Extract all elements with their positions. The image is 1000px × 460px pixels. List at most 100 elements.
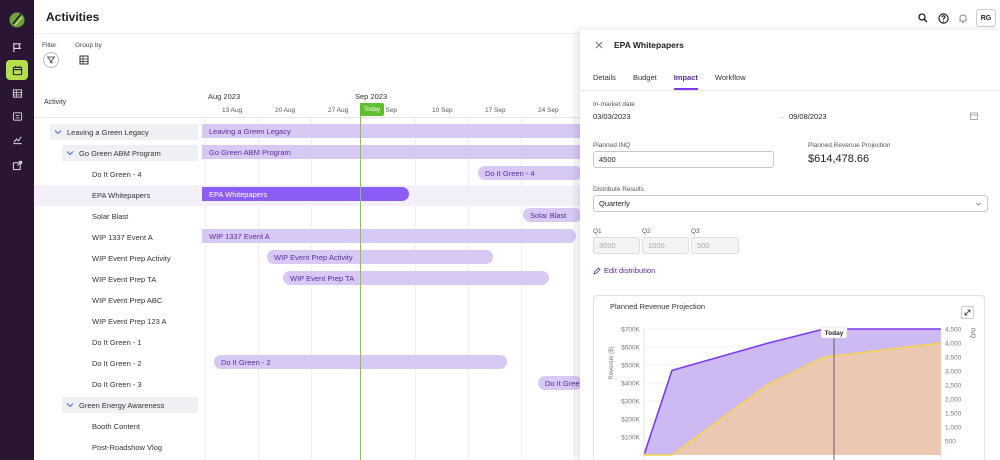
group-row-bg: [62, 145, 198, 161]
date-arrow-icon: →: [777, 112, 785, 121]
search-icon[interactable]: [916, 11, 930, 25]
y2-tick-label: 4,500: [945, 327, 962, 334]
row-label[interactable]: Do It Green - 1: [92, 338, 142, 347]
external-link-icon[interactable]: [6, 155, 28, 175]
gantt-bar[interactable]: EPA Whitepapers: [202, 187, 409, 201]
row-label[interactable]: Booth Content: [92, 422, 140, 431]
grid-line: [311, 118, 312, 460]
avatar[interactable]: RG: [976, 9, 996, 27]
grid-line: [258, 118, 259, 460]
gantt-bar[interactable]: Do It Green: [538, 376, 582, 390]
week-label: 3 Sep: [380, 107, 397, 114]
row-label[interactable]: Go Green ABM Program: [79, 149, 161, 158]
y2-tick-label: 500: [945, 439, 956, 446]
tab-impact[interactable]: Impact: [673, 73, 698, 90]
gantt-bar[interactable]: Leaving a Green Legacy: [202, 124, 582, 138]
planned-inq-input[interactable]: 4500: [593, 151, 774, 168]
edit-distribution-link[interactable]: Edit distribution: [593, 266, 655, 275]
row-label[interactable]: WIP Event Prep 123 A: [92, 317, 167, 326]
gantt-bar[interactable]: Go Green ABM Program: [202, 145, 582, 159]
row-label[interactable]: Do It Green - 4: [92, 170, 142, 179]
row-label[interactable]: Do It Green - 3: [92, 380, 142, 389]
grid-line: [574, 118, 575, 460]
chart-today-label: Today: [825, 330, 844, 337]
revenue-projection-chart: $700K $600K $500K $400K $300K $200K $100K 4,500…: [609, 326, 975, 460]
row-label[interactable]: Leaving a Green Legacy: [67, 128, 149, 137]
y2-tick-label: 3,500: [945, 355, 962, 362]
week-label: 24 Sep: [538, 107, 559, 114]
close-icon[interactable]: [594, 40, 604, 50]
gantt-bar[interactable]: Do It Green - 4: [478, 166, 582, 180]
y-tick-label: $600K: [621, 345, 640, 352]
grid-header-divider: [34, 117, 1000, 118]
week-label: 17 Sep: [485, 107, 506, 114]
top-toolbar: RG: [916, 9, 996, 27]
bell-icon[interactable]: [956, 11, 970, 25]
month-label: Sep 2023: [355, 92, 388, 101]
group-row-bg: [62, 397, 198, 413]
row-label[interactable]: WIP Event Prep Activity: [92, 254, 171, 263]
group-by-button[interactable]: [76, 52, 92, 68]
y-tick-label: $200K: [621, 417, 640, 424]
gantt-bar[interactable]: WIP 1337 Event A: [202, 229, 576, 243]
gantt-bar[interactable]: WIP Event Prep Activity: [267, 250, 493, 264]
gantt-bar[interactable]: WIP Event Prep TA: [283, 271, 549, 285]
planned-inq-label: Planned INQ: [593, 142, 631, 149]
distribute-results-label: Distribute Results: [593, 186, 644, 193]
left-nav-rail: [0, 0, 34, 460]
y-tick-label: $500K: [621, 363, 640, 370]
quarter-input: 500: [691, 237, 739, 254]
series-line-inq: [644, 342, 942, 456]
row-label[interactable]: WIP Event Prep TA: [92, 275, 157, 284]
start-date-field[interactable]: 03/03/2023: [593, 112, 631, 121]
analytics-icon[interactable]: [6, 129, 28, 149]
y2-tick-label: 4,000: [945, 341, 962, 348]
series-area-inq: [672, 343, 941, 455]
end-date-field[interactable]: 09/08/2023: [789, 112, 827, 121]
main-area: Activities RG Filter Group by Activity A…: [34, 0, 1000, 460]
chevron-down-icon: [975, 202, 982, 206]
pencil-icon: [593, 266, 601, 275]
today-line: [360, 103, 361, 460]
grid-line: [205, 118, 206, 460]
filter-button[interactable]: [43, 52, 59, 68]
panel-title: EPA Whitepapers: [614, 40, 684, 50]
row-label[interactable]: EPA Whitepapers: [92, 191, 151, 200]
month-label: Aug 2023: [208, 92, 241, 101]
topbar-divider: [34, 33, 1000, 34]
chart-today-badge: [820, 326, 848, 339]
calendar-icon[interactable]: [970, 112, 978, 120]
row-label[interactable]: WIP Event Prep ABC: [92, 296, 163, 305]
tab-workflow[interactable]: Workflow: [714, 73, 746, 82]
quarter-label: Q3: [691, 228, 700, 235]
y2-axis-title: INQ: [969, 328, 975, 339]
expand-chart-button[interactable]: [961, 306, 974, 319]
quarter-label: Q1: [593, 228, 602, 235]
group-by-label: Group by: [75, 42, 102, 49]
help-icon[interactable]: [936, 11, 950, 25]
group-row-bg: [50, 124, 198, 140]
chevron-down-icon[interactable]: [54, 128, 62, 136]
gantt-bar[interactable]: Solar Blast: [523, 208, 582, 222]
table-icon[interactable]: [6, 83, 28, 103]
chevron-down-icon[interactable]: [66, 149, 74, 157]
flag-icon[interactable]: [6, 37, 28, 57]
distribute-select[interactable]: Quarterly: [593, 195, 988, 212]
row-label[interactable]: Solar Blast: [92, 212, 129, 221]
y-axis-title: Revenue ($): [609, 346, 615, 379]
row-label[interactable]: Green Energy Awareness: [79, 401, 165, 410]
tab-details[interactable]: Details: [593, 73, 616, 82]
week-label: 10 Sep: [432, 107, 453, 114]
expand-icon: [964, 309, 971, 316]
row-label[interactable]: WIP 1337 Event A: [92, 233, 153, 242]
edit-distribution-label: Edit distribution: [604, 266, 656, 275]
row-label[interactable]: Post-Roadshow Vlog: [92, 443, 163, 452]
calendar-icon[interactable]: [6, 60, 28, 80]
quarter-label: Q2: [642, 228, 651, 235]
row-label[interactable]: Do It Green - 2: [92, 359, 142, 368]
chevron-down-icon[interactable]: [66, 401, 74, 409]
tab-budget[interactable]: Budget: [632, 73, 657, 82]
activity-column-header: Activity: [44, 99, 67, 106]
y-tick-label: $400K: [621, 381, 640, 388]
board-icon[interactable]: [6, 106, 28, 126]
